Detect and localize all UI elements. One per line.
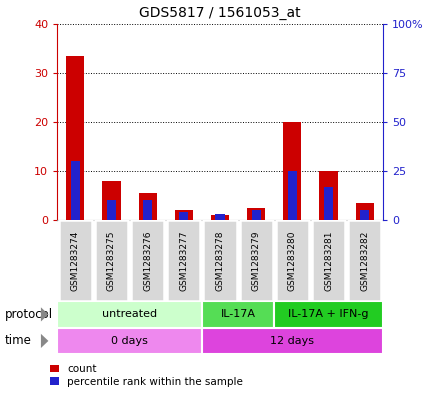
Legend: count, percentile rank within the sample: count, percentile rank within the sample xyxy=(49,363,244,388)
Bar xyxy=(319,171,337,220)
Bar xyxy=(247,208,265,220)
Bar xyxy=(143,200,152,220)
Title: GDS5817 / 1561053_at: GDS5817 / 1561053_at xyxy=(139,6,301,20)
Bar xyxy=(288,171,297,220)
Bar xyxy=(283,122,301,220)
Bar xyxy=(139,193,157,220)
Bar xyxy=(167,220,201,301)
Bar xyxy=(202,301,274,328)
Bar xyxy=(356,203,374,220)
Bar xyxy=(107,200,116,220)
Bar xyxy=(348,220,381,301)
Text: GSM1283279: GSM1283279 xyxy=(252,230,260,290)
Text: 0 days: 0 days xyxy=(111,336,148,346)
Text: GSM1283278: GSM1283278 xyxy=(216,230,224,290)
Bar xyxy=(57,328,202,354)
Bar xyxy=(71,161,80,220)
Text: GSM1283277: GSM1283277 xyxy=(180,230,188,290)
Bar xyxy=(360,210,369,220)
Bar xyxy=(66,55,84,220)
Bar xyxy=(175,210,193,220)
Bar xyxy=(324,187,333,220)
Bar xyxy=(131,220,164,301)
Text: GSM1283276: GSM1283276 xyxy=(143,230,152,290)
Text: GSM1283280: GSM1283280 xyxy=(288,230,297,290)
Bar xyxy=(180,212,188,220)
Bar xyxy=(203,220,237,301)
Text: GSM1283275: GSM1283275 xyxy=(107,230,116,290)
Text: GSM1283282: GSM1283282 xyxy=(360,230,369,290)
Bar xyxy=(312,220,345,301)
Bar xyxy=(252,210,260,220)
Bar xyxy=(202,328,383,354)
Bar xyxy=(276,220,309,301)
Bar xyxy=(95,220,128,301)
Text: GSM1283274: GSM1283274 xyxy=(71,230,80,290)
Bar xyxy=(239,220,273,301)
Text: GSM1283281: GSM1283281 xyxy=(324,230,333,290)
Bar xyxy=(274,301,383,328)
Text: protocol: protocol xyxy=(4,308,52,321)
Text: IL-17A + IFN-g: IL-17A + IFN-g xyxy=(288,309,369,320)
Text: 12 days: 12 days xyxy=(270,336,314,346)
Bar xyxy=(59,220,92,301)
Bar xyxy=(57,301,202,328)
Text: untreated: untreated xyxy=(102,309,157,320)
Bar xyxy=(103,181,121,220)
Bar xyxy=(211,215,229,220)
Text: IL-17A: IL-17A xyxy=(220,309,256,320)
Text: time: time xyxy=(4,334,31,347)
Bar xyxy=(216,214,224,220)
